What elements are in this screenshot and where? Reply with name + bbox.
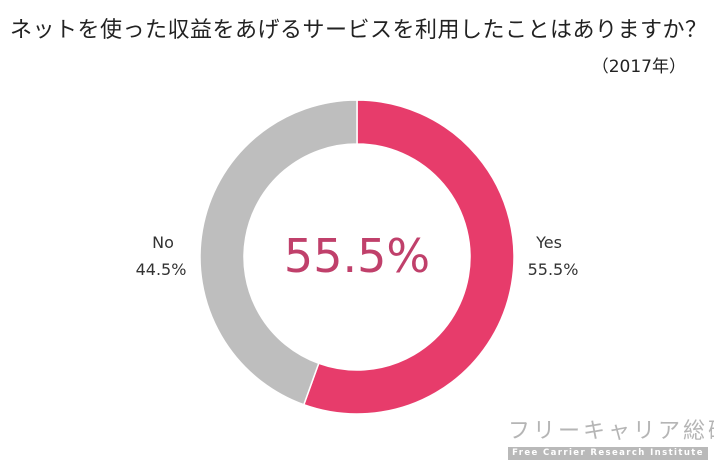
watermark-english-text: Free Carrier Research Institute [508, 447, 708, 460]
donut-slice-yes [302, 99, 515, 415]
slice-value-yes: 55.5% [528, 260, 579, 279]
chart-title: ネットを使った収益をあげるサービスを利用したことはありますか？ [10, 18, 708, 43]
watermark-japanese-text: フリーキャリア総研 [508, 419, 714, 444]
slice-value-no: 44.5% [136, 260, 187, 279]
donut-slice-no [199, 99, 358, 406]
watermark-logo: フリーキャリア総研 Free Carrier Research Institut… [508, 419, 714, 460]
slice-label-yes: Yes [535, 233, 562, 252]
center-percentage-label: 55.5% [284, 229, 430, 283]
chart-subtitle: （2017年） [591, 57, 686, 77]
slice-label-no: No [152, 233, 174, 252]
